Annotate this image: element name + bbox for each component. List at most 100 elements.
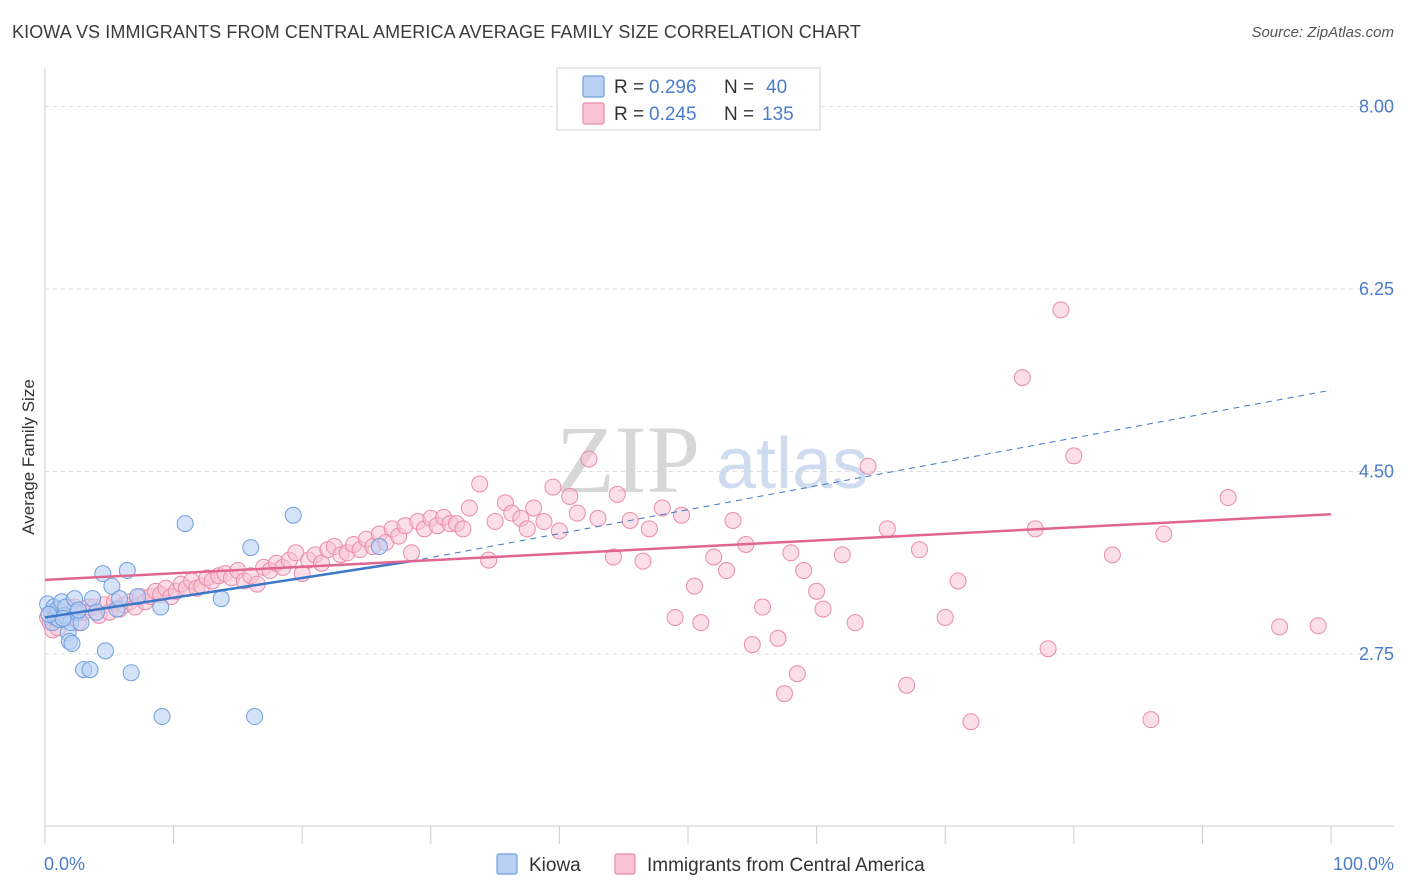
immigrants-point-87 xyxy=(550,522,568,540)
watermark-zip: ZIP xyxy=(556,406,700,513)
immigrants-point-67 xyxy=(403,544,421,562)
immigrants-point-99 xyxy=(673,506,691,524)
immigrants-point-85 xyxy=(535,513,553,531)
immigrants-point-86 xyxy=(544,478,562,496)
series-immigrants-points xyxy=(39,301,1327,731)
immigrants-point-104 xyxy=(724,511,742,529)
immigrants-point-110 xyxy=(782,544,800,562)
immigrants-point-97 xyxy=(653,499,671,517)
y-axis-title: Average Family Size xyxy=(19,379,38,535)
source-credit: Source: ZipAtlas.com xyxy=(1251,24,1394,41)
immigrants-point-107 xyxy=(754,598,772,616)
immigrants-point-122 xyxy=(949,572,967,590)
immigrants-point-101 xyxy=(692,614,710,632)
immigrants-point-91 xyxy=(589,509,607,527)
x-tick-label-max: 100.0% xyxy=(1333,854,1394,874)
legend-n-value-kiowa: 40 xyxy=(766,77,787,98)
immigrants-point-123 xyxy=(962,713,980,731)
immigrants-point-102 xyxy=(705,548,723,566)
kiowa-point-28 xyxy=(129,588,147,606)
immigrants-point-111 xyxy=(788,665,806,683)
immigrants-point-129 xyxy=(1103,546,1121,564)
legend-r-value-immigrants: 0.245 xyxy=(649,104,697,125)
immigrants-point-89 xyxy=(568,504,586,522)
immigrants-point-100 xyxy=(685,577,703,595)
legend-r-value-kiowa: 0.296 xyxy=(649,77,697,98)
immigrants-point-106 xyxy=(743,636,761,654)
kiowa-point-22 xyxy=(96,642,114,660)
bottom-legend-label-immigrants: Immigrants from Central America xyxy=(647,855,925,876)
kiowa-point-37 xyxy=(40,605,58,623)
top-legend: R = 0.296 N = 40 R = 0.245 N = 135 xyxy=(556,67,821,131)
y-tick-label-1: 4.50 xyxy=(1359,461,1394,481)
immigrants-point-93 xyxy=(608,485,626,503)
kiowa-trend-extension xyxy=(411,389,1332,562)
bottom-legend: Kiowa Immigrants from Central America xyxy=(496,853,925,876)
immigrants-point-121 xyxy=(936,608,954,626)
y-tick-label-0: 2.75 xyxy=(1359,644,1394,664)
immigrants-point-95 xyxy=(634,552,652,570)
immigrants-point-130 xyxy=(1142,711,1160,729)
immigrants-point-79 xyxy=(486,513,504,531)
immigrants-point-75 xyxy=(454,520,472,538)
immigrants-point-84 xyxy=(525,499,543,517)
kiowa-point-34 xyxy=(246,708,264,726)
kiowa-point-18 xyxy=(81,661,99,679)
immigrants-point-128 xyxy=(1065,447,1083,465)
kiowa-point-13 xyxy=(63,635,81,653)
immigrants-point-126 xyxy=(1039,640,1057,658)
immigrants-point-90 xyxy=(580,450,598,468)
kiowa-point-33 xyxy=(242,539,260,557)
immigrants-point-96 xyxy=(640,520,658,538)
y-tick-labels: 2.75 4.50 6.25 8.00 xyxy=(1359,96,1394,663)
kiowa-point-27 xyxy=(122,664,140,682)
kiowa-point-30 xyxy=(153,708,171,726)
chart-title: KIOWA VS IMMIGRANTS FROM CENTRAL AMERICA… xyxy=(12,22,861,42)
immigrants-point-116 xyxy=(846,614,864,632)
legend-r-label-kiowa: R = xyxy=(614,77,644,98)
immigrants-point-131 xyxy=(1155,525,1173,543)
immigrants-point-109 xyxy=(775,685,793,703)
axes xyxy=(44,68,1394,844)
kiowa-point-35 xyxy=(284,506,302,524)
immigrants-point-134 xyxy=(1309,617,1327,635)
legend-r-label-immigrants: R = xyxy=(614,104,644,125)
immigrants-point-113 xyxy=(808,582,826,600)
legend-n-label-kiowa: N = xyxy=(724,77,754,98)
y-tick-label-2: 6.25 xyxy=(1359,279,1394,299)
kiowa-point-36 xyxy=(370,538,388,556)
immigrants-point-77 xyxy=(471,475,489,493)
immigrants-point-120 xyxy=(910,541,928,559)
immigrants-point-117 xyxy=(859,457,877,475)
immigrants-point-98 xyxy=(666,608,684,626)
immigrants-point-132 xyxy=(1219,489,1237,507)
legend-swatch-immigrants xyxy=(582,102,605,125)
kiowa-point-32 xyxy=(212,590,230,608)
bottom-legend-swatch-immigrants xyxy=(614,853,636,875)
kiowa-trend-line xyxy=(44,559,412,619)
immigrants-point-118 xyxy=(878,520,896,538)
immigrants-point-76 xyxy=(460,499,478,517)
immigrants-point-119 xyxy=(898,676,916,694)
watermark-atlas: atlas xyxy=(716,424,868,504)
immigrants-trend-line xyxy=(44,512,1332,582)
kiowa-point-23 xyxy=(103,577,121,595)
legend-n-label-immigrants: N = xyxy=(724,104,754,125)
kiowa-point-20 xyxy=(87,603,105,621)
immigrants-point-88 xyxy=(561,487,579,505)
bottom-legend-swatch-kiowa xyxy=(496,853,518,875)
immigrants-point-127 xyxy=(1052,301,1070,319)
immigrants-point-133 xyxy=(1271,618,1289,636)
immigrants-point-114 xyxy=(814,600,832,618)
immigrants-point-92 xyxy=(604,548,622,566)
immigrants-point-108 xyxy=(769,629,787,647)
y-tick-label-3: 8.00 xyxy=(1359,96,1394,116)
trend-lines xyxy=(44,389,1332,619)
bottom-legend-label-kiowa: Kiowa xyxy=(529,855,581,876)
kiowa-point-31 xyxy=(176,515,194,533)
immigrants-point-103 xyxy=(718,562,736,580)
legend-swatch-kiowa xyxy=(582,75,605,98)
immigrants-point-124 xyxy=(1013,369,1031,387)
immigrants-point-78 xyxy=(480,551,498,569)
